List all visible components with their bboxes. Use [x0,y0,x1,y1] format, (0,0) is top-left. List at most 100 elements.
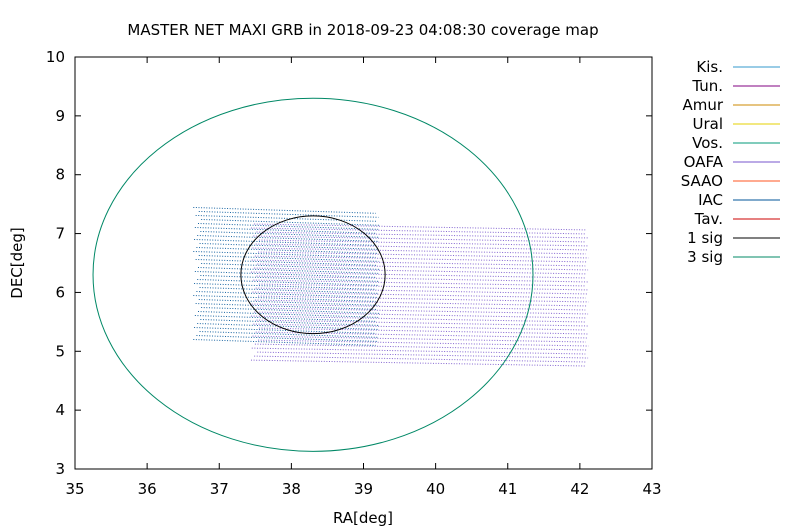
scan-line [258,283,589,291]
y-tick-label: 6 [55,283,65,301]
x-tick-label: 36 [138,480,157,498]
scan-line [194,327,377,334]
y-tick-label: 9 [55,107,65,125]
legend-label: IAC [698,191,723,209]
plot-frame [74,56,653,470]
scan-line [250,271,585,279]
scan-line [253,235,587,243]
legend-label: SAAO [681,172,723,190]
scan-line [194,315,377,322]
coverage-fields [193,206,589,367]
scan-line [252,291,586,299]
legend-item: Vos. [692,134,780,152]
scan-line [251,347,586,355]
chart-title: MASTER NET MAXI GRB in 2018-09-23 04:08:… [127,21,598,39]
scan-line [193,294,376,302]
scan-line [196,290,378,298]
scan-line [194,282,377,290]
scan-line [201,306,380,314]
x-tick-label: 38 [282,480,301,498]
scan-line [193,339,376,346]
error-circle-3-sig [92,97,534,452]
x-axis-ticks: 35 36 37 38 39 40 41 42 43 [65,57,662,498]
x-tick-label: 40 [426,480,445,498]
legend-item: IAC [698,191,780,209]
scan-line [200,319,380,326]
scan-line [252,335,586,343]
legend-label: 1 sig [687,229,723,247]
y-tick-label: 7 [55,225,65,243]
scan-line [254,299,587,307]
scan-line [253,279,587,287]
scan-line [258,251,589,259]
scan-line [196,335,378,342]
scan-line [194,238,377,246]
scan-line [194,270,377,278]
scan-line [251,259,586,267]
scan-line [258,339,589,347]
scan-line [258,327,589,335]
y-tick-label: 4 [55,401,65,419]
scan-line [201,218,380,226]
legend-label: Ural [692,115,723,133]
x-tick-label: 41 [498,480,517,498]
scan-line [193,250,376,258]
x-tick-label: 35 [65,480,84,498]
scan-line [255,243,588,251]
legend-item: 3 sig [687,248,780,266]
scan-line [255,331,588,339]
legend-label: Vos. [692,134,723,152]
legend-label: Tav. [694,210,723,228]
scan-line [258,239,589,247]
scan-line [200,230,380,238]
x-tick-label: 43 [642,480,661,498]
legend-item: 1 sig [687,229,780,247]
legend-label: Kis. [696,58,723,76]
scan-line [194,226,377,234]
scan-line [254,343,587,351]
y-tick-label: 8 [55,166,65,184]
scan-line [200,274,380,282]
scan-line [256,319,588,327]
scan-line [195,258,377,266]
scan-line [196,246,378,254]
scan-line [256,231,588,239]
scan-line [254,267,587,275]
scan-line [251,303,586,311]
y-tick-label: 10 [46,48,65,66]
scan-line [195,302,377,310]
legend-item: Tav. [694,210,780,228]
legend-label: 3 sig [687,248,723,266]
legend-item: Ural [692,115,780,133]
scan-line [195,214,377,222]
scan-line [257,307,589,315]
x-tick-label: 39 [354,480,373,498]
legend-item: SAAO [681,172,780,190]
legend-item: Amur [682,96,780,114]
error-circles [92,97,534,452]
x-tick-label: 37 [210,480,229,498]
error-circle-1-sig [240,215,386,335]
scan-line [250,227,585,235]
coverage-field-oafa [250,223,589,367]
scan-line [257,351,589,359]
x-tick-label: 42 [570,480,589,498]
scan-line [198,210,379,218]
scan-line [250,315,585,323]
y-tick-label: 5 [55,342,65,360]
legend-label: Amur [682,96,723,114]
legend-item: Kis. [696,58,780,76]
legend-label: OAFA [684,153,724,171]
scan-line [193,206,376,214]
scan-line [254,355,587,363]
y-axis-ticks: 3 4 5 6 7 8 9 10 [46,48,652,478]
scan-line [254,255,587,263]
scan-line [258,295,589,303]
scan-line [250,359,585,367]
scan-line [254,311,587,319]
legend-label: Tun. [691,77,723,95]
y-tick-label: 3 [55,460,65,478]
legend-item: Tun. [691,77,780,95]
y-axis-label: DEC[deg] [8,227,26,298]
